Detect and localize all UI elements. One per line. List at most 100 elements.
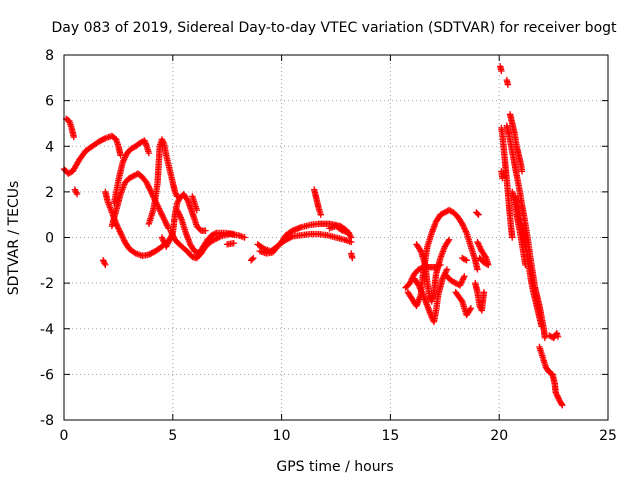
data-point	[102, 261, 109, 269]
data-point	[230, 230, 237, 238]
data-point	[504, 81, 512, 88]
data-point	[317, 211, 324, 218]
data-point	[445, 237, 452, 245]
data-series-trace-30	[497, 63, 505, 75]
plot-frame-layer	[63, 54, 609, 421]
data-point	[250, 254, 257, 262]
data-series-trace-9	[158, 190, 209, 250]
x-axis-label: GPS time / hours	[276, 459, 393, 475]
data-point	[101, 260, 108, 267]
y-tick-label: 0	[45, 231, 54, 247]
y-tick-label: 4	[45, 139, 54, 155]
data-point	[345, 229, 353, 237]
x-tick-label: 10	[273, 428, 291, 444]
data-series-trace-18	[326, 222, 353, 237]
data-point	[202, 227, 209, 234]
data-point	[193, 206, 200, 214]
data-point	[117, 152, 124, 159]
y-axis-label: SDTVAR / TECUs	[6, 181, 22, 296]
data-series-trace-19	[348, 250, 356, 262]
data-series-trace-38	[536, 343, 566, 409]
data-point	[476, 254, 483, 262]
data-point	[241, 234, 248, 241]
data-point	[349, 254, 356, 262]
data-series-trace-24	[441, 270, 468, 289]
data-series-trace-1	[60, 132, 124, 177]
x-tick-label: 15	[381, 428, 399, 444]
data-series-trace-27	[472, 279, 488, 314]
data-series-trace-7	[110, 137, 153, 207]
data-series-trace-39	[546, 330, 562, 342]
data-point	[498, 67, 505, 75]
data-point	[249, 255, 256, 263]
data-point	[461, 256, 469, 263]
data-point	[100, 258, 108, 266]
data-series-trace-31	[503, 76, 512, 88]
data-series-trace-4	[99, 257, 109, 269]
y-tick-label: 8	[45, 48, 54, 64]
data-point	[100, 135, 108, 143]
data-point	[477, 255, 484, 263]
data-series-trace-37	[512, 193, 545, 330]
data-series-trace-16	[256, 230, 355, 257]
data-point	[538, 323, 545, 330]
data-point	[73, 190, 81, 198]
data-series-trace-14	[247, 254, 257, 264]
data-point	[338, 226, 345, 233]
chart-title: Day 083 of 2019, Sidereal Day-to-day VTE…	[51, 20, 617, 36]
data-series-trace-26	[459, 254, 470, 264]
data-series-trace-6	[108, 170, 172, 232]
data-point	[460, 255, 467, 262]
data-point	[72, 187, 79, 195]
data-series-trace-35	[506, 111, 526, 175]
data-series-trace-2	[62, 115, 77, 141]
x-tick-label: 0	[60, 428, 69, 444]
data-series-trace-12	[189, 193, 200, 214]
data-series-trace-13	[224, 240, 237, 248]
y-tick-label: -8	[40, 413, 54, 429]
data-point	[541, 334, 549, 342]
data-point	[558, 400, 565, 408]
y-tick-label: 6	[45, 94, 54, 110]
y-tick-label: -4	[40, 322, 54, 338]
data-point	[480, 289, 488, 296]
data-point	[145, 149, 153, 157]
data-point	[463, 257, 470, 264]
data-point	[474, 266, 481, 273]
data-series-trace-17	[311, 186, 324, 218]
data-series-trace-25	[452, 289, 475, 319]
data-points-layer	[60, 63, 566, 409]
plot-frame	[63, 54, 609, 421]
data-point	[482, 253, 489, 260]
data-point	[467, 305, 475, 312]
data-series-trace-22	[411, 266, 451, 326]
data-point	[559, 401, 566, 409]
data-point	[70, 133, 77, 141]
data-point	[499, 174, 506, 182]
data-point	[347, 232, 354, 240]
data-point	[475, 211, 482, 218]
y-tick-label: -2	[40, 276, 54, 292]
data-point	[509, 234, 516, 241]
data-series-trace-33	[498, 168, 506, 182]
data-point	[474, 210, 481, 217]
data-point	[416, 246, 424, 254]
data-point	[554, 333, 562, 340]
data-point	[458, 296, 465, 304]
data-point	[287, 233, 295, 241]
data-point	[466, 306, 474, 313]
tick-label-layer: 0 5 10 15 20 25 -8 -6 -4 -2 0 2 4 6 8	[40, 48, 617, 444]
x-tick-label: 20	[490, 428, 508, 444]
data-point	[183, 196, 191, 203]
data-point	[348, 238, 355, 246]
x-tick-label: 25	[599, 428, 617, 444]
data-series-trace-3	[71, 186, 81, 198]
data-point	[131, 249, 138, 256]
y-tick-label: 2	[45, 185, 54, 201]
data-point	[518, 168, 526, 175]
data-point	[445, 236, 453, 243]
data-point	[211, 230, 219, 237]
data-series-trace-8	[145, 136, 181, 228]
data-series-trace-28	[474, 238, 492, 269]
